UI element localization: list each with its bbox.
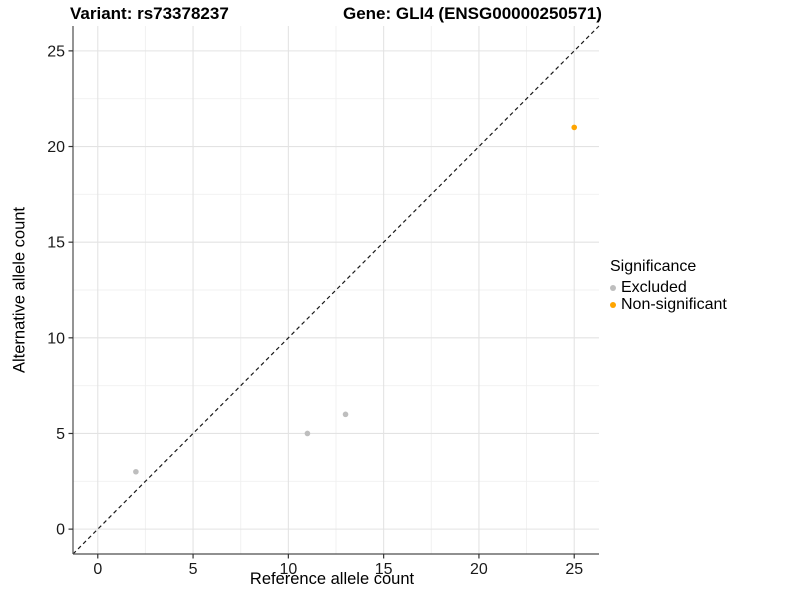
x-tick-label: 20 xyxy=(470,561,488,578)
y-tick-label: 15 xyxy=(47,235,65,252)
x-axis-title: Reference allele count xyxy=(249,570,415,588)
legend-title: Significance xyxy=(610,258,697,275)
legend-item-label: Excluded xyxy=(621,278,687,296)
legend: Significance Excluded Non-significant xyxy=(610,258,727,313)
y-tick-label: 20 xyxy=(47,139,65,156)
identity-dashed-line xyxy=(72,25,600,555)
x-tick-label: 10 xyxy=(279,561,297,578)
data-point-non-significant xyxy=(571,124,578,131)
legend-item-non-significant: Non-significant xyxy=(610,296,727,313)
non-significant-point-swatch xyxy=(610,301,616,308)
y-tick-label: 25 xyxy=(47,43,65,60)
data-point-excluded xyxy=(304,430,311,437)
x-tick-label: 15 xyxy=(375,561,393,578)
y-axis-title: Alternative allele count xyxy=(10,206,29,374)
x-tick-label: 0 xyxy=(93,561,102,578)
y-tick-label: 5 xyxy=(56,426,65,443)
plot-title-gene: Gene: GLI4 (ENSG00000250571) xyxy=(343,4,602,23)
excluded-point-swatch xyxy=(610,284,616,291)
data-point-excluded xyxy=(133,468,139,475)
x-tick-label: 25 xyxy=(565,561,583,578)
legend-item-label: Non-significant xyxy=(621,295,727,313)
data-point-excluded xyxy=(342,411,349,418)
legend-item-excluded: Excluded xyxy=(610,279,727,296)
y-tick-label: 0 xyxy=(56,522,65,539)
x-tick-label: 5 xyxy=(189,561,198,578)
y-tick-label: 10 xyxy=(47,330,65,347)
plot-title-variant: Variant: rs73378237 xyxy=(70,4,229,23)
